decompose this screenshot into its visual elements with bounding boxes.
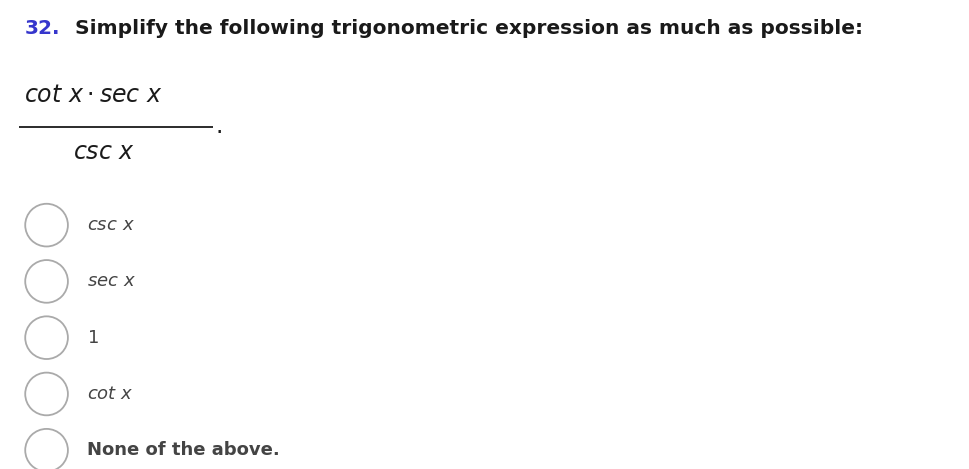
Text: $\it{csc}\ x$: $\it{csc}\ x$ [73,141,135,164]
Text: $1$: $1$ [87,329,99,347]
Text: $\it{sec}\ x$: $\it{sec}\ x$ [87,272,137,290]
Text: $\it{cot}\ x$: $\it{cot}\ x$ [87,385,134,403]
Text: Simplify the following trigonometric expression as much as possible:: Simplify the following trigonometric exp… [68,19,862,38]
Text: $\it{csc}\ x$: $\it{csc}\ x$ [87,216,135,234]
Text: $\it{cot}\ x \cdot \it{sec}\ x$: $\it{cot}\ x \cdot \it{sec}\ x$ [24,84,163,107]
Text: None of the above.: None of the above. [87,441,280,459]
Text: 32.: 32. [24,19,60,38]
Text: .: . [215,113,223,138]
